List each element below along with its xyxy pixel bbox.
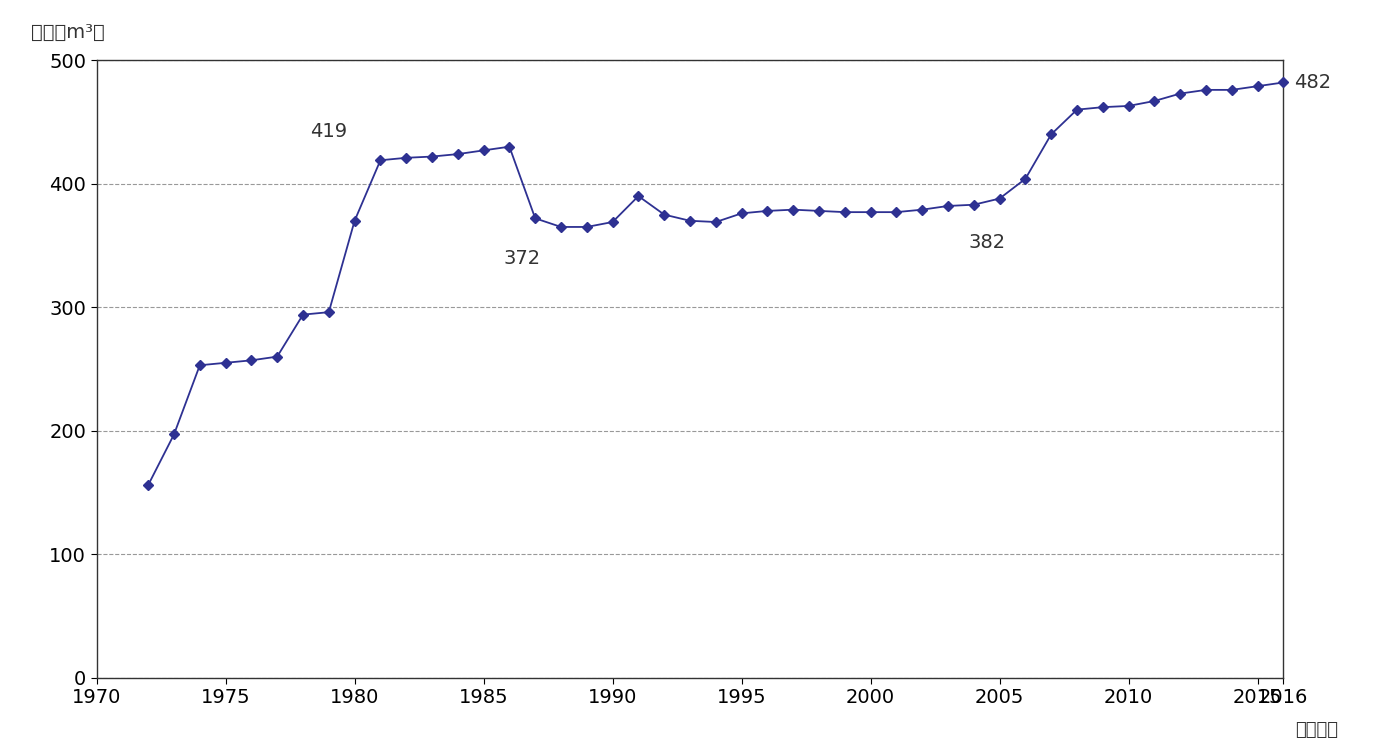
Text: 419: 419 — [310, 121, 348, 141]
Text: （年度）: （年度） — [1296, 721, 1339, 739]
Text: 482: 482 — [1293, 73, 1330, 92]
Text: （円／m³）: （円／m³） — [32, 23, 105, 41]
Text: 382: 382 — [969, 233, 1005, 252]
Text: 372: 372 — [504, 249, 541, 268]
